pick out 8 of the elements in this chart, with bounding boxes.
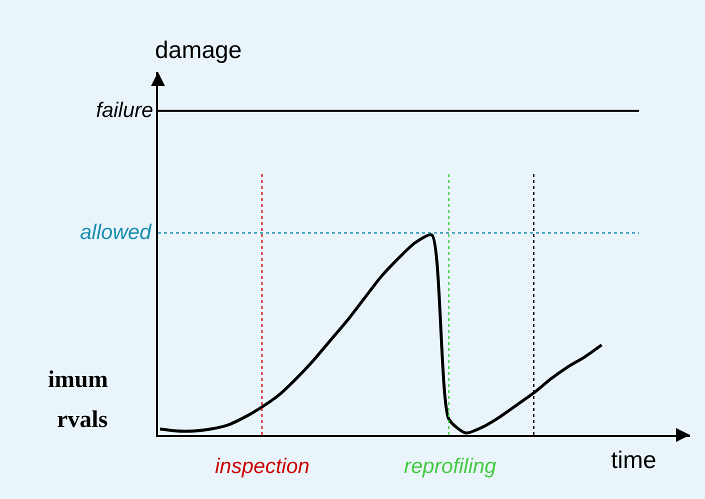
text: imum [48, 367, 108, 393]
ref-line-label: allowed [80, 221, 153, 244]
text: damage [155, 37, 242, 64]
x-axis-title: time [611, 447, 656, 474]
ref-line-label: failure [96, 99, 154, 122]
text: reprofiling [404, 455, 497, 478]
text: rvals [57, 407, 108, 433]
text: inspection [215, 455, 310, 478]
